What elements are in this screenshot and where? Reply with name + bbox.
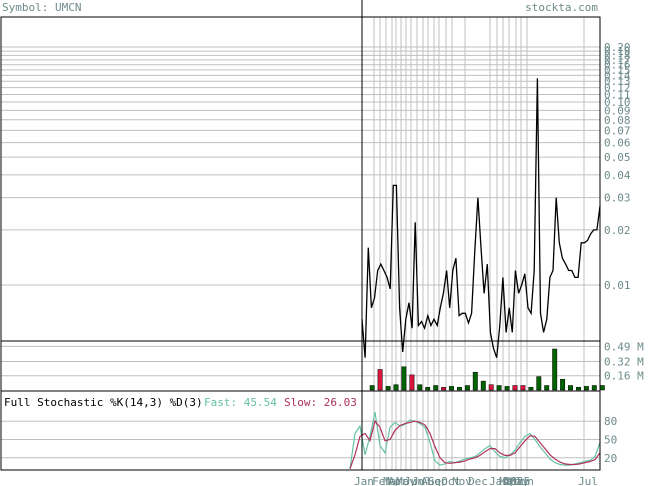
volume-bar [449,386,454,391]
volume-bar [377,369,383,391]
volume-bar [488,384,494,391]
fast-value: Fast: 45.54 [204,396,277,409]
price-tick-label: 0.09 [604,104,631,117]
x-tick-label: Jan [354,475,374,486]
volume-bar [457,387,462,391]
price-tick-label: 0.04 [604,169,631,182]
x-tick-label: May [396,475,416,486]
x-tick-label: Jul [412,475,432,486]
price-tick-label: 0.11 [604,88,631,101]
price-tick-label: 0.06 [604,137,631,150]
volume-bar [568,385,573,391]
x-tick-label: Sep [428,475,448,486]
x-tick-label: Apr [503,475,523,486]
symbol-label: Symbol: UMCN [2,1,81,14]
volume-bar [560,379,566,391]
x-tick-label: Jul [578,475,598,486]
stochastic-panel [349,411,601,470]
panel-frames [0,0,601,471]
x-tick-label: 2025 [504,475,531,486]
price-tick-label: 0.01 [604,279,631,292]
price-tick-label: 0.18 [604,49,631,62]
x-tick-label: Aug [421,475,441,486]
volume-bar [401,366,407,391]
price-tick-label: 0.08 [604,114,631,127]
x-tick-label: May [509,475,529,486]
price-tick-label: 0.14 [604,69,631,82]
volume-bar [512,385,518,391]
x-tick-label: Dec [468,475,488,486]
stochastic-title: Full Stochastic %K(14,3) %D(3) [4,396,203,409]
price-tick-label: 0.12 [604,82,631,95]
volume-bar [504,386,510,391]
x-tick-label: Jun [404,475,424,486]
price-tick-label: 0.10 [604,96,631,109]
volume-bar [576,387,581,391]
volume-bar [599,385,605,391]
price-tick-label: 0.16 [604,59,631,72]
volume-bar [464,385,470,391]
volume-bar [480,380,486,391]
volume-bar [496,385,502,391]
volume-tick-label: 0.16 M [604,370,644,383]
x-tick-label: Mar [499,475,519,486]
price-tick-label: 0.17 [604,54,631,67]
volume-bar [417,384,423,391]
volume-bar [385,386,391,391]
price-tick-label: 0.05 [604,151,631,164]
x-tick-label: Oct [441,475,461,486]
volume-bar [591,385,597,391]
site-label: stockta.com [525,1,598,14]
stochastic-tick-label: 20 [604,452,617,465]
price-tick-label: 0.02 [604,224,631,237]
price-tick-label: 0.07 [604,124,631,137]
volume-bar [583,386,589,391]
x-tick-label: Apr [388,475,408,486]
stochastic-tick-label: 80 [604,415,617,428]
volume-panel [369,348,605,391]
volume-bar [552,348,558,391]
volume-bar [528,387,534,391]
price-tick-label: 0.03 [604,192,631,205]
volume-bar [425,387,431,391]
price-tick-label: 0.19 [604,45,631,58]
price-tick-label: 0.13 [604,75,631,88]
volume-tick-label: 0.32 M [604,355,644,368]
fast-line [349,411,601,469]
x-tick-label: Nov [452,475,472,486]
volume-bar [409,374,415,391]
volume-bar [520,385,526,391]
chart-grid [1,17,600,470]
volume-bar [369,385,375,391]
x-tick-label: Jun [514,475,534,486]
volume-tick-label: 0.49 M [604,340,644,353]
slow-value: Slow: 26.03 [284,396,357,409]
slow-line [349,419,601,470]
stochastic-tick-label: 50 [604,434,617,447]
price-line [361,78,601,358]
volume-bar [393,384,399,391]
x-tick-label: Jan [489,475,509,486]
volume-bar [544,385,550,391]
volume-bar [472,371,478,391]
x-tick-label: Mar [383,475,403,486]
price-panel [361,78,601,358]
volume-bar [433,385,439,391]
price-tick-label: 0.15 [604,64,631,77]
x-axis: 0.200.190.180.170.160.150.140.130.120.11… [354,41,644,486]
volume-bar [441,387,447,391]
x-tick-label: Feb [372,475,392,486]
volume-bar [536,376,542,391]
price-tick-label: 0.20 [604,41,631,54]
